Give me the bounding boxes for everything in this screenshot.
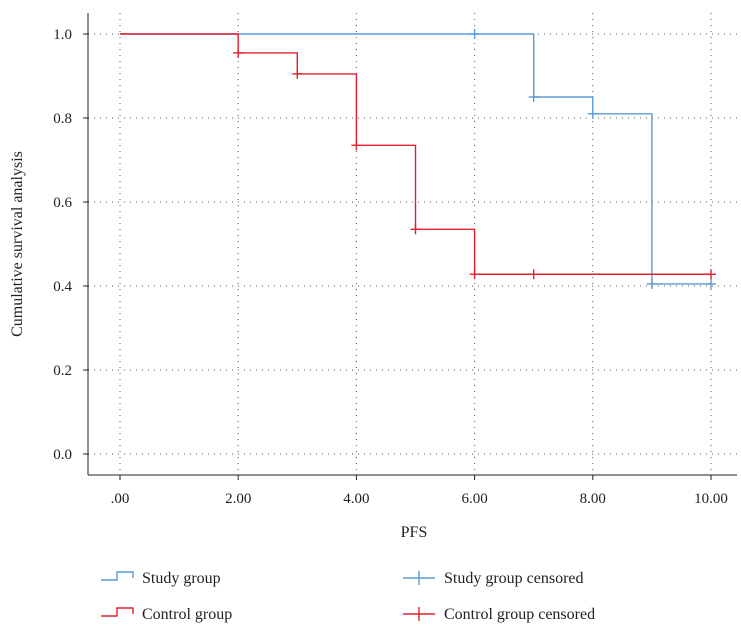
x-tick-label: 2.00 xyxy=(225,491,251,507)
x-axis-title: PFS xyxy=(401,524,428,541)
study-group-censor-mark xyxy=(528,92,539,102)
study-group-censor-mark xyxy=(587,108,598,119)
x-tick-label: 6.00 xyxy=(461,491,487,507)
study-group-censor-mark xyxy=(706,278,716,289)
control-group-censor-mark xyxy=(469,269,480,280)
legend-item-study-group: Study group xyxy=(101,570,221,587)
legend: Study group Study group censored Control g… xyxy=(101,570,595,623)
legend-step-symbol xyxy=(101,571,134,581)
grid-lines xyxy=(88,13,737,475)
y-tick-labels: 0.0 0.2 0.4 0.6 0.8 1.0 xyxy=(53,27,72,463)
y-tick-label: 0.0 xyxy=(53,447,72,463)
control-group-censor-mark xyxy=(292,68,303,79)
legend-label: Study group censored xyxy=(444,570,584,587)
legend-label: Control group censored xyxy=(444,606,595,623)
study-group-line xyxy=(120,33,711,285)
legend-label: Control group xyxy=(142,606,232,623)
control-group-censor-mark xyxy=(706,269,716,280)
legend-item-control-group: Control group xyxy=(101,606,232,623)
y-tick-label: 0.2 xyxy=(53,363,72,379)
axes xyxy=(83,13,737,480)
y-tick-label: 0.6 xyxy=(53,195,72,211)
legend-label: Study group xyxy=(142,570,221,587)
control-group-censor-mark xyxy=(351,140,362,151)
x-tick-label: .00 xyxy=(111,491,130,507)
control-group-censor-mark xyxy=(233,47,244,58)
study-group-censor-mark xyxy=(469,29,480,39)
y-tick-label: 1.0 xyxy=(53,27,72,43)
y-axis-title: Cumulative survival analysis xyxy=(9,151,26,337)
series-lines xyxy=(120,29,716,289)
x-tick-label: 10.00 xyxy=(694,491,728,507)
x-tick-labels: .00 2.00 4.00 6.00 8.00 10.00 xyxy=(111,491,728,507)
x-tick-label: 8.00 xyxy=(580,491,606,507)
y-tick-label: 0.8 xyxy=(53,111,72,127)
control-group-censor-mark xyxy=(528,269,539,280)
legend-item-study-group-censored: Study group censored xyxy=(403,570,584,587)
x-tick-label: 4.00 xyxy=(343,491,369,507)
y-tick-label: 0.4 xyxy=(53,279,72,295)
legend-step-symbol xyxy=(101,607,134,617)
control-group-line xyxy=(120,33,711,275)
legend-item-control-group-censored: Control group censored xyxy=(403,606,595,623)
study-group-censor-mark xyxy=(646,278,657,289)
control-group-censor-mark xyxy=(410,224,421,235)
